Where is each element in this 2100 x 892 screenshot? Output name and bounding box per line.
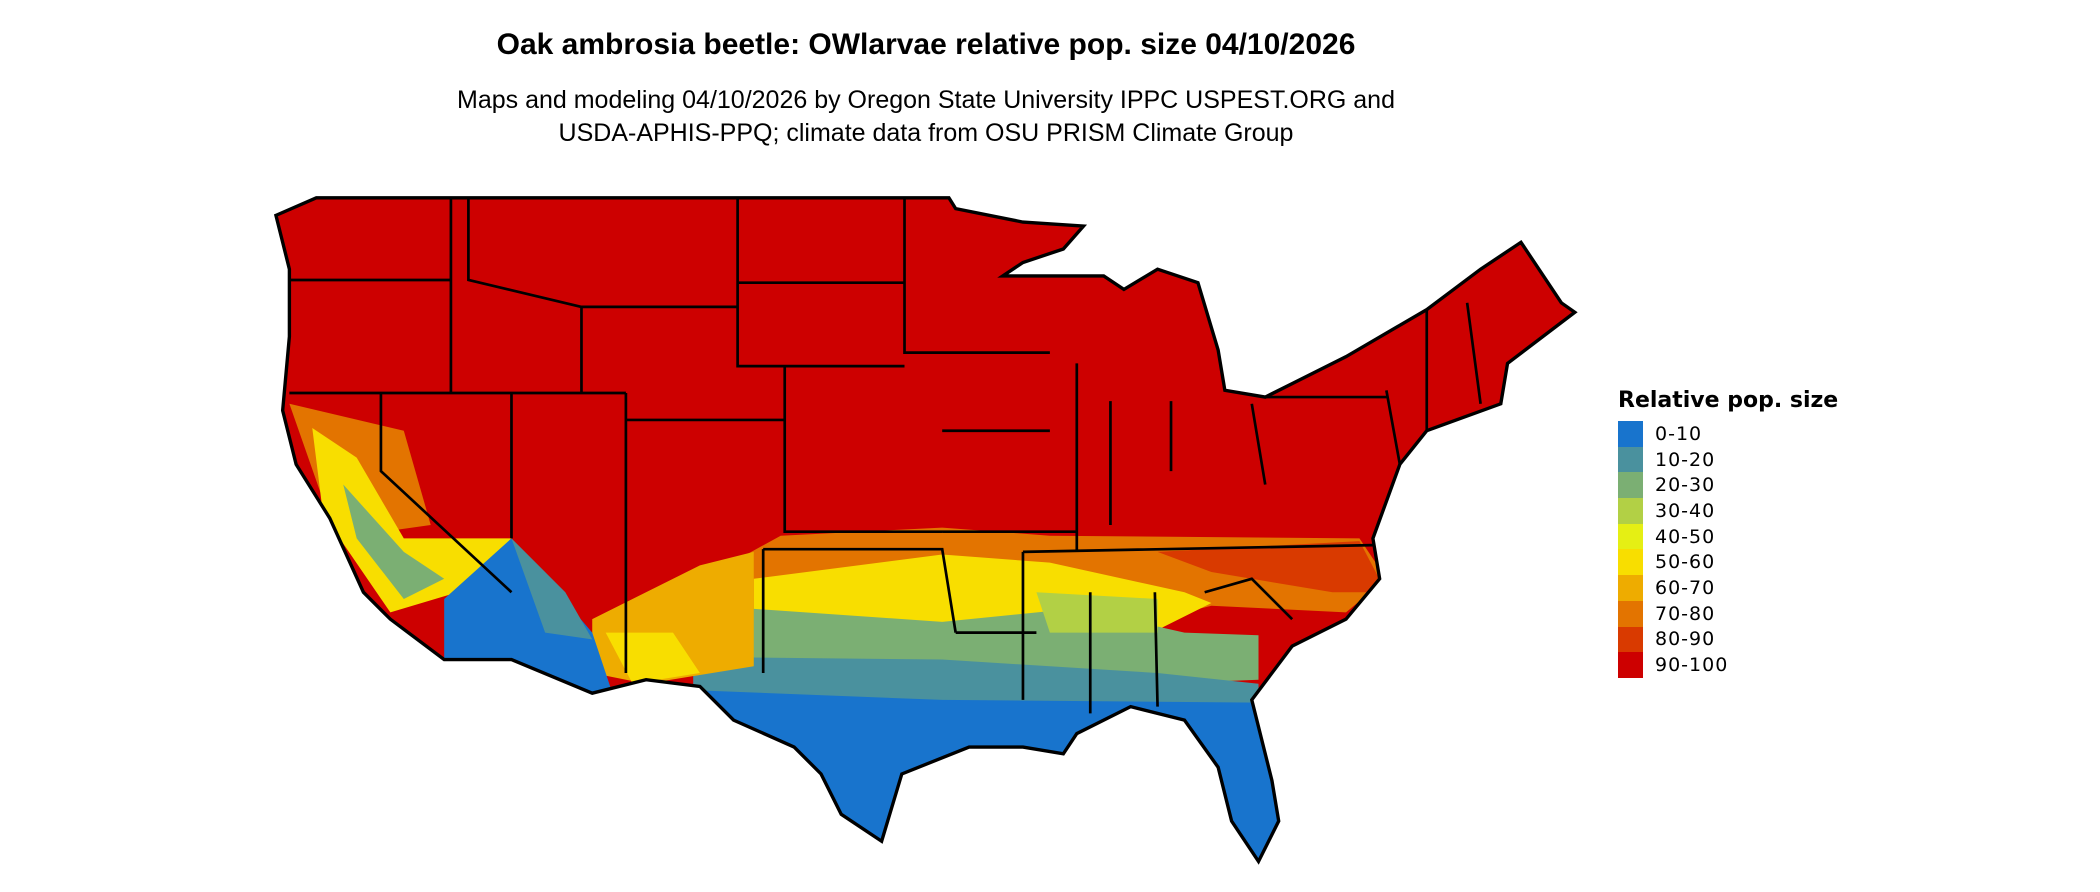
legend-swatch	[1618, 600, 1643, 627]
legend-swatch	[1618, 523, 1643, 550]
legend: Relative pop. size 0-10 10-20 20-30 30-40 40…	[1618, 388, 1838, 678]
zone-50-60	[605, 632, 700, 684]
legend-item: 60-70	[1618, 575, 1838, 601]
legend-swatch	[1618, 626, 1643, 653]
legend-label: 90-100	[1655, 654, 1729, 677]
legend-item: 50-60	[1618, 549, 1838, 576]
subtitle-line-2: USDA-APHIS-PPQ; climate data from OSU PR…	[558, 119, 1294, 147]
legend-item: 70-80	[1618, 600, 1838, 627]
zone-80-90	[1157, 541, 1387, 593]
state-borders	[289, 197, 1482, 714]
legend-title: Relative pop. size	[1618, 388, 1839, 413]
legend-label: 50-60	[1655, 551, 1716, 574]
zone-0-10	[666, 689, 1293, 862]
zone-10-20	[511, 538, 593, 640]
subtitle-line-1: Maps and modeling 04/10/2026 by Oregon S…	[457, 86, 1395, 114]
legend-label: 10-20	[1655, 448, 1716, 471]
legend-label: 80-90	[1655, 628, 1716, 651]
legend-item: 30-40	[1618, 498, 1838, 524]
legend-swatch	[1618, 575, 1643, 601]
zone-0-10	[444, 538, 613, 694]
legend-label: 0-10	[1655, 422, 1703, 445]
legend-label: 40-50	[1655, 525, 1716, 548]
legend-swatch	[1618, 549, 1643, 576]
legend-label: 20-30	[1655, 474, 1716, 497]
legend-item: 40-50	[1618, 523, 1838, 550]
legend-label: 60-70	[1655, 576, 1716, 599]
legend-swatch	[1618, 446, 1643, 473]
legend-item: 10-20	[1618, 446, 1838, 473]
legend-swatch	[1618, 421, 1643, 447]
legend-swatch	[1618, 498, 1643, 524]
legend-swatch	[1618, 472, 1643, 499]
legend-item: 20-30	[1618, 472, 1838, 499]
map-title: Oak ambrosia beetle: OWlarvae relative p…	[496, 28, 1356, 61]
legend-swatch	[1618, 652, 1643, 678]
zone-20-30	[343, 484, 445, 599]
legend-item: 0-10	[1618, 421, 1838, 447]
legend-item: 80-90	[1618, 626, 1838, 653]
zone-30-40	[1036, 592, 1158, 633]
us-outline	[273, 196, 1578, 865]
zone-50-60	[312, 428, 512, 613]
population-zones	[275, 197, 1575, 862]
legend-label: 30-40	[1655, 499, 1716, 522]
legend-item: 90-100	[1618, 652, 1838, 678]
legend-label: 70-80	[1655, 602, 1716, 625]
